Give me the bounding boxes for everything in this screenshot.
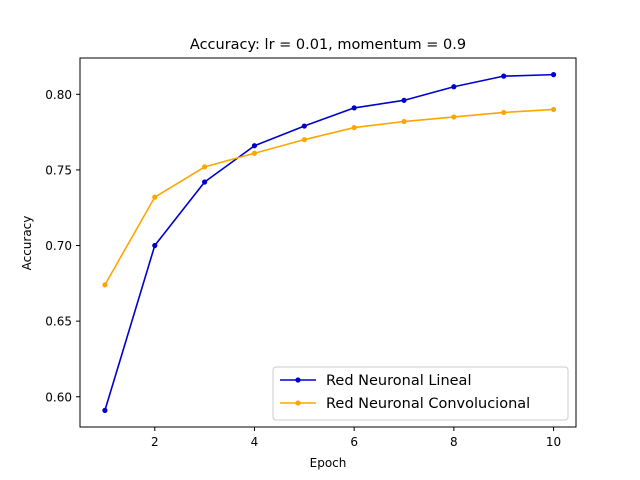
data-point-red-neuronal-convolucional	[451, 114, 457, 120]
data-point-red-neuronal-lineal	[451, 84, 457, 90]
plot-area: 2 4 6 8 10 0.60 0.65 0.70 0.75 0.80	[45, 57, 577, 449]
data-point-red-neuronal-lineal	[301, 123, 307, 129]
legend-label-red-neuronal-convolucional: Red Neuronal Convolucional	[326, 396, 530, 412]
data-point-red-neuronal-lineal	[102, 407, 108, 413]
data-point-red-neuronal-lineal	[501, 73, 507, 79]
x-tick-label: 6	[350, 435, 358, 449]
legend-label-red-neuronal-lineal: Red Neuronal Lineal	[326, 373, 471, 389]
data-point-red-neuronal-lineal	[202, 179, 208, 185]
data-point-red-neuronal-convolucional	[351, 124, 357, 131]
y-axis-ticks: 0.60 0.65 0.70 0.75 0.80	[45, 88, 80, 404]
x-axis-label: Epoch	[310, 456, 347, 470]
data-point-red-neuronal-convolucional	[102, 282, 108, 288]
x-tick-label: 2	[151, 435, 159, 449]
data-point-red-neuronal-convolucional	[152, 194, 158, 200]
legend-marker-red-neuronal-convolucional	[295, 400, 301, 406]
y-tick-label: 0.80	[45, 88, 72, 102]
y-tick-label: 0.70	[45, 239, 72, 253]
y-axis-label: Accuracy	[20, 216, 34, 271]
data-point-red-neuronal-lineal	[351, 105, 357, 111]
x-axis-ticks: 2 4 6 8 10	[151, 427, 561, 449]
x-tick-label: 10	[546, 435, 561, 449]
x-tick-label: 8	[450, 435, 458, 449]
data-point-red-neuronal-lineal	[401, 97, 407, 103]
data-point-red-neuronal-convolucional	[501, 109, 507, 116]
data-point-red-neuronal-lineal	[152, 242, 158, 249]
series-lines	[102, 72, 557, 413]
series-line-red-neuronal-lineal	[104, 73, 554, 411]
data-point-red-neuronal-convolucional	[251, 150, 258, 156]
series-line-red-neuronal-convolucional	[104, 108, 554, 286]
y-tick-label: 0.65	[45, 315, 72, 329]
data-point-red-neuronal-convolucional	[301, 137, 307, 143]
x-tick-label: 4	[251, 435, 259, 449]
legend-marker-red-neuronal-lineal	[295, 377, 301, 383]
chart-title: Accuracy: lr = 0.01, momentum = 0.9	[190, 37, 466, 53]
data-point-red-neuronal-convolucional	[401, 118, 407, 125]
data-point-red-neuronal-lineal	[550, 72, 557, 78]
axes-frame	[79, 57, 577, 428]
legend: Red Neuronal Lineal Red Neuronal Convolu…	[272, 366, 569, 421]
data-point-red-neuronal-convolucional	[202, 164, 208, 170]
data-point-red-neuronal-lineal	[251, 143, 258, 149]
y-tick-label: 0.60	[45, 390, 72, 404]
data-point-red-neuronal-convolucional	[550, 106, 557, 113]
legend-box	[272, 366, 569, 421]
y-tick-label: 0.75	[45, 163, 72, 177]
